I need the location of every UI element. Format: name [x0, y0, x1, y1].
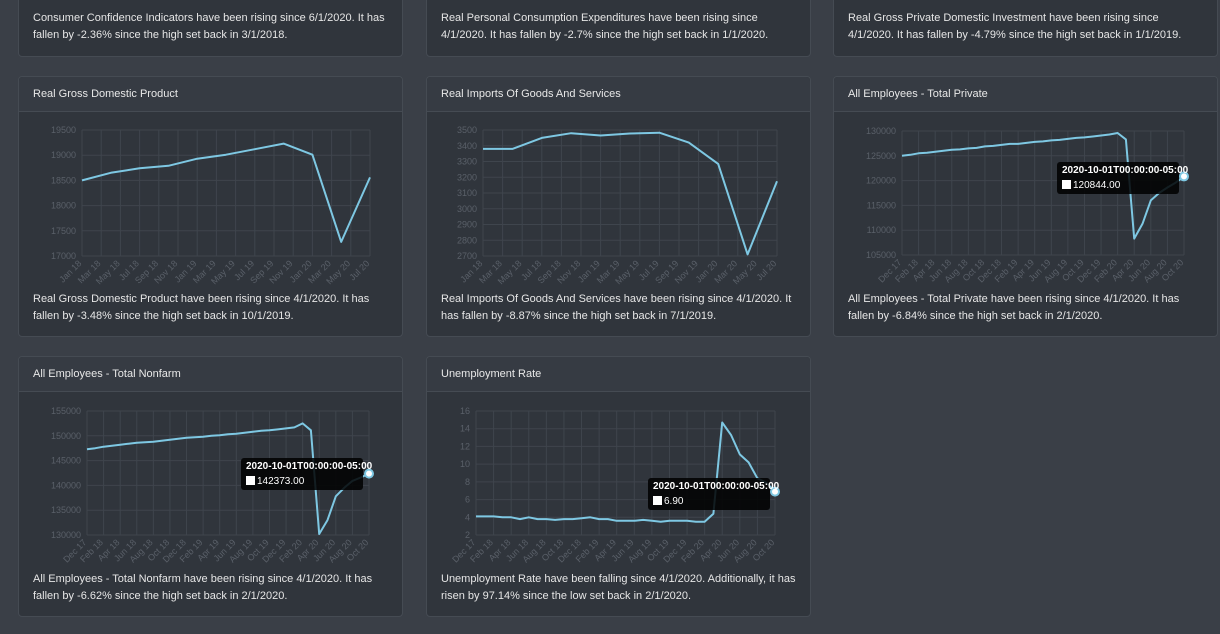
- card-title: Real Imports Of Goods And Services: [427, 77, 810, 112]
- card-description: Real Gross Private Domestic Investment h…: [848, 12, 1182, 41]
- card: Consumer Confidence Indicators have been…: [18, 0, 403, 57]
- card: All Employees - Total Nonfarm All Employe…: [18, 356, 403, 617]
- card-title: All Employees - Total Nonfarm: [19, 357, 402, 392]
- card: Real Gross Domestic Product Real Gross Do…: [18, 76, 403, 337]
- card: Real Personal Consumption Expenditures h…: [426, 0, 811, 57]
- card-description: Real Gross Domestic Product have been ri…: [33, 293, 370, 322]
- card: Real Imports Of Goods And Services Real I…: [426, 76, 811, 337]
- card-description: Real Imports Of Goods And Services have …: [441, 293, 792, 322]
- card-description: Consumer Confidence Indicators have been…: [33, 12, 385, 41]
- card: Real Gross Private Domestic Investment h…: [833, 0, 1218, 57]
- card-description: Real Personal Consumption Expenditures h…: [441, 12, 769, 41]
- card-title: Unemployment Rate: [427, 357, 810, 392]
- card: Unemployment Rate Unemployment Rate have …: [426, 356, 811, 617]
- card-description: Unemployment Rate have been falling sinc…: [441, 573, 796, 602]
- card-description: All Employees - Total Nonfarm have been …: [33, 573, 373, 602]
- card-title: All Employees - Total Private: [834, 77, 1217, 112]
- card-title: Real Gross Domestic Product: [19, 77, 402, 112]
- card: All Employees - Total Private All Employe…: [833, 76, 1218, 337]
- card-description: All Employees - Total Private have been …: [848, 293, 1180, 322]
